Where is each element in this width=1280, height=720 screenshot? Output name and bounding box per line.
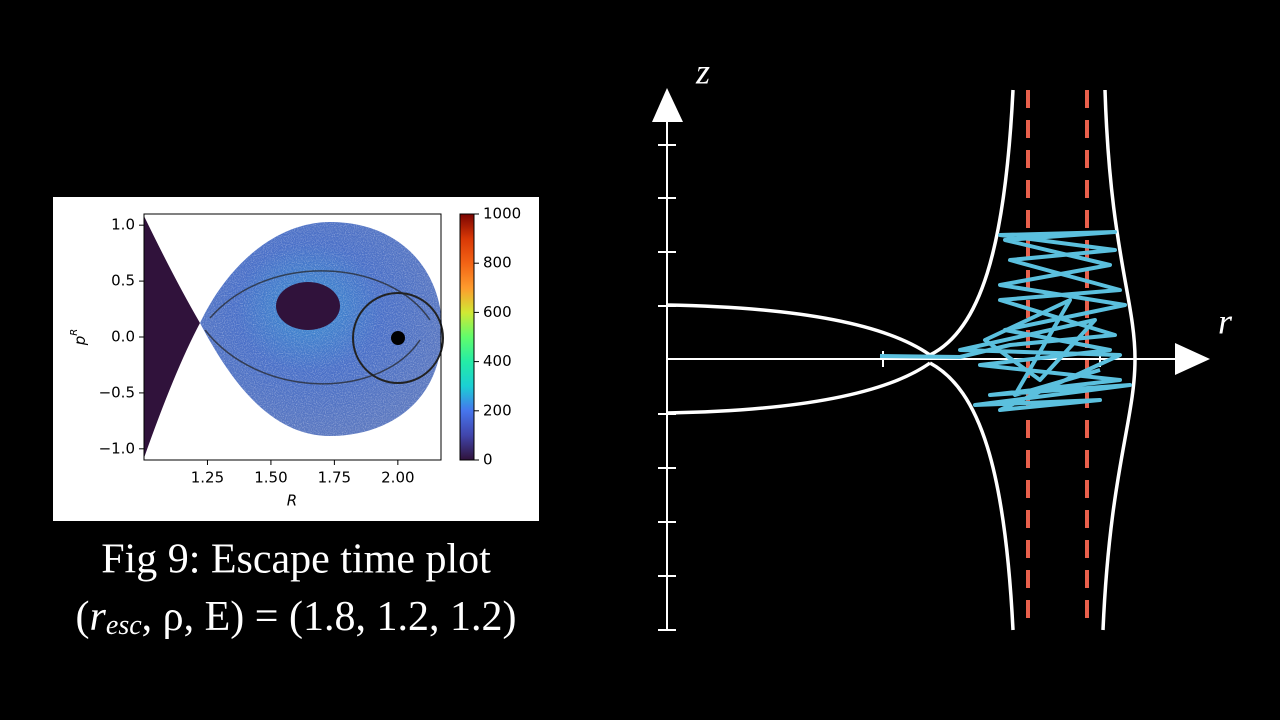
x-tick-label: 1.50 [254, 469, 287, 487]
colorbar-tick-label: 1000 [483, 205, 521, 223]
colorbar [459, 213, 475, 461]
y-label-sup: R [69, 329, 80, 336]
z-label: z [695, 51, 710, 91]
colorbar-tick-label: 200 [483, 401, 512, 419]
colorbar-tick-label: 0 [483, 451, 493, 469]
rest: , ρ, E) = (1.8, 1.2, 1.2) [142, 594, 517, 640]
boundary [666, 89, 1137, 631]
r-label: r [1218, 301, 1233, 341]
island [276, 282, 340, 330]
escape-plot: R pR [69, 213, 475, 510]
x-label: R [287, 492, 297, 510]
y-label: pR [69, 329, 89, 346]
var: r [90, 594, 107, 640]
arrow [652, 88, 683, 122]
paren: ( [76, 594, 90, 640]
x-tick-label: 2.00 [381, 469, 414, 487]
colorbar-tick-label: 800 [483, 254, 512, 272]
y-tick-label: 0.5 [111, 272, 135, 290]
y-tick-label: 1.0 [111, 216, 135, 234]
x-tick-label: 1.25 [191, 469, 224, 487]
y-tick-label: 0.0 [111, 328, 135, 346]
trajectory [879, 230, 1132, 412]
caption-line2: (resc, ρ, E) = (1.8, 1.2, 1.2) [76, 594, 517, 642]
point [391, 331, 405, 345]
colorbar-tick-label: 400 [483, 352, 512, 370]
colorbar-tick-label: 600 [483, 303, 512, 321]
y-tick-label: −1.0 [99, 439, 135, 457]
orbit [204, 270, 431, 385]
texture [200, 222, 442, 436]
region [144, 216, 200, 458]
subscript: esc [106, 610, 142, 641]
y-tick-label: −0.5 [99, 383, 135, 401]
ring [352, 292, 444, 384]
arrow [1175, 343, 1210, 375]
y-label-base: p [71, 336, 89, 347]
x-tick-label: 1.75 [318, 469, 351, 487]
diagram [652, 88, 1210, 631]
caption-line1: Fig 9: Escape time plot [101, 537, 491, 583]
